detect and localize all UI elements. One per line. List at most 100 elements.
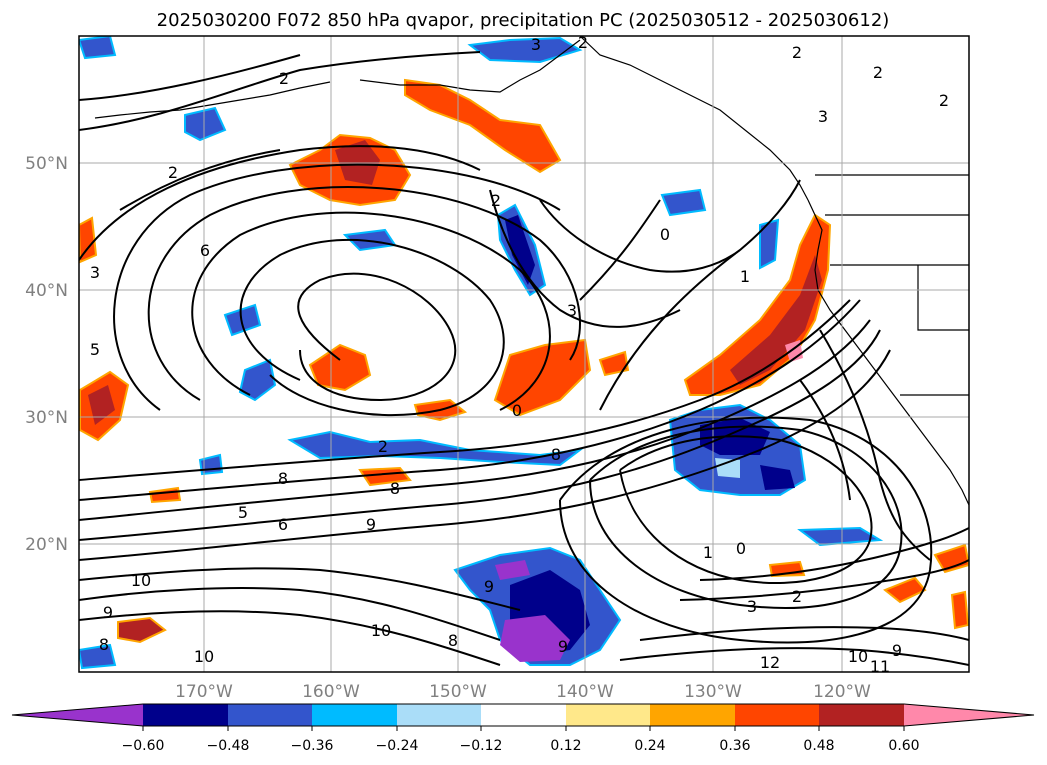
map-frame [78,35,970,673]
precip-negative-sw [79,643,117,670]
coastline-alaska [579,36,809,201]
precip-positive-center [493,338,592,417]
contour-label: 1 [703,543,713,562]
contour-label: 9 [103,603,113,622]
contour-north-swirl-2 [489,189,681,328]
precip-negative-northwest [184,106,227,142]
contour-label: 3 [90,263,100,282]
contour-label: 8 [390,479,400,498]
contour-north-2b [79,54,301,101]
colorbar-tick-label: 0.36 [719,738,750,754]
contour-south-9 [79,587,501,641]
contour-label: 2 [578,33,588,52]
colorbar-extend-max [904,704,1034,726]
colorbar-tick-label: 0.24 [634,738,665,754]
precip-positive-north [404,78,562,174]
precip-core-coast [730,255,822,385]
contour-label: 11 [870,657,890,676]
lon-label: 150°W [429,682,487,702]
colorbar-tick-label: −0.24 [376,738,419,754]
contour-label: 3 [818,107,828,126]
contour-label: 10 [848,647,868,666]
contour-jet-5 [79,349,891,561]
coastline-alaska-peninsula [359,39,581,93]
precip-negative-nw2 [79,36,117,60]
colorbar-tick-label: −0.12 [460,738,503,754]
contour-high-3 [559,416,933,644]
contour-label: 0 [512,401,522,420]
contour-jet-3 [79,319,871,521]
coastline-aleutians [94,81,331,119]
precip-min-south2 [495,560,530,580]
contour-labels: 3 2 2 2 2 2 2 6 3 2 3 0 1 0 1 0 3 2 8 8 [90,33,949,676]
precip-min-south [500,615,570,662]
contour-high-2 [589,425,903,609]
contour-low-swirl-1 [297,272,457,402]
coastline-bc [807,199,969,506]
contour-label: 3 [531,35,541,54]
contour-label: 5 [238,503,248,522]
precip-negative-east-core2 [760,465,795,490]
contour-label: 9 [366,515,376,534]
contour-label: 2 [279,69,289,88]
contour-label: 1 [740,267,750,286]
contour-label: 8 [448,631,458,650]
contour-coast-0 [799,379,851,501]
lon-label: 140°W [556,682,614,702]
qvapor-contours [79,51,969,666]
contour-low-swirl-6 [79,145,481,261]
contour-low-swirl-4 [147,186,581,401]
colorbar: −0.60 −0.48 −0.36 −0.24 −0.12 0.12 0.24 … [11,703,1035,754]
contour-north-swirl-3 [539,199,741,273]
contour-jet-2 [79,299,861,501]
contour-label: 2 [939,91,949,110]
contour-east-2 [599,179,801,411]
contour-north-2 [79,51,481,131]
colorbar-segment [566,704,650,726]
colorbar-segment [650,704,735,726]
longitude-labels: 170°W 160°W 150°W 140°W 130°W 120°W [175,682,871,702]
contour-low-swirl-3 [191,211,551,411]
contour-label: 3 [567,301,577,320]
contour-coast-1 [819,329,931,561]
precip-negative-swirl-core [505,215,535,285]
colorbar-tick-label: 0.12 [550,738,581,754]
colorbar-segment [312,704,397,726]
contour-low-swirl-2 [239,238,505,417]
contour-east-3 [579,199,661,301]
contour-label: 10 [371,621,391,640]
contour-se-3 [679,559,969,601]
precip-negative-mid [238,358,277,402]
contour-label: 9 [484,577,494,596]
lon-label: 130°W [684,682,742,702]
chart-title: 2025030200 F072 850 hPa qvapor, precipit… [157,10,890,31]
latitude-labels: 50°N 40°N 30°N 20°N [25,154,68,555]
contour-label: 6 [200,241,210,260]
precip-negative-mid3 [223,303,262,337]
map-panel: 3 2 2 2 2 2 2 6 3 2 3 0 1 0 1 0 3 2 8 8 [78,33,970,676]
contour-north-2c [119,149,281,211]
contour-label: 10 [194,647,214,666]
contour-label: 12 [760,653,780,672]
contour-south-10 [79,610,501,666]
lon-label: 120°W [813,682,871,702]
precip-positive-small-e [598,350,630,377]
lat-label: 30°N [25,408,68,428]
colorbar-tick-label: 0.60 [888,738,919,754]
colorbar-segment [397,704,481,726]
contour-label: 8 [551,445,561,464]
contour-label: 9 [892,641,902,660]
contour-low-swirl-5 [113,163,561,411]
contour-jet-1 [79,299,851,481]
contour-se-9 [639,626,969,641]
lon-label: 160°W [302,682,360,702]
contour-label: 8 [278,469,288,488]
contour-label: 2 [491,191,501,210]
precip-negative-se [797,526,884,547]
precip-positive-small-d [117,616,167,644]
contour-label: 0 [736,539,746,558]
precip-negative-north [467,36,583,64]
colorbar-tick-label: −0.48 [207,738,250,754]
contour-label: 2 [168,163,178,182]
